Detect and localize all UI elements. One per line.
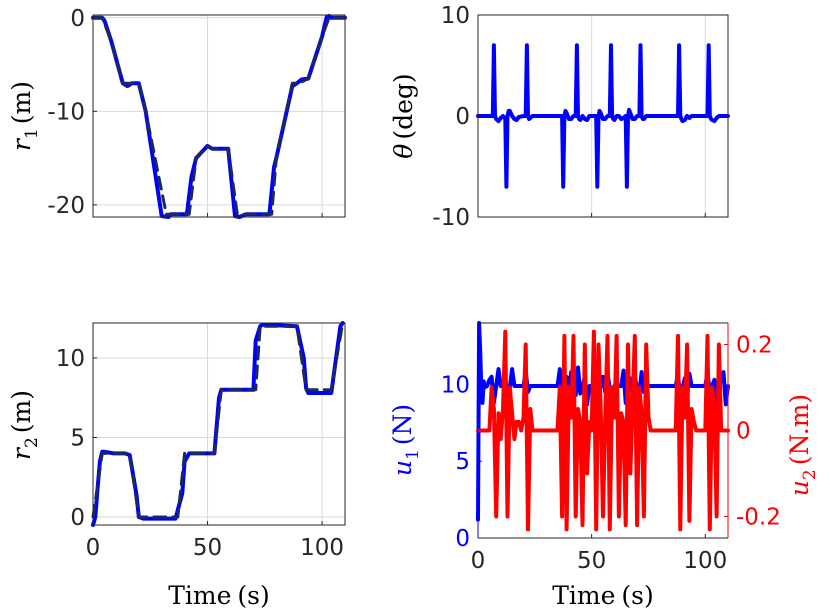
xtick-label: 50	[577, 548, 606, 574]
xlabel-r2: Time (s)	[168, 581, 270, 610]
ytick-label: 0	[70, 6, 85, 32]
lines-u	[476, 321, 730, 532]
panel-theta: 10 0 -10 θ(deg)	[389, 3, 730, 231]
plot-area-r2	[93, 323, 345, 525]
ylabel-u1: u1(N)	[388, 404, 423, 476]
ytick-label: 10	[56, 346, 85, 372]
axes-box-r1	[92, 14, 346, 218]
lines-theta	[476, 43, 730, 189]
ytick-right-label: -0.2	[736, 505, 781, 531]
ytick-label: 0	[455, 104, 470, 130]
series-r1-reference	[91, 16, 347, 216]
ytick-label: 5	[70, 426, 85, 452]
ytick-label: 0	[455, 526, 470, 552]
lines-r1	[91, 13, 347, 219]
ytick-label: 0	[70, 505, 85, 531]
series-u2	[476, 329, 730, 532]
ylabel-r1: r1(m)	[7, 81, 42, 151]
axes-box-r2	[92, 322, 346, 526]
ytick-label: 10	[441, 372, 470, 398]
ytick-label: 5	[455, 449, 470, 475]
xlabel-u: Time (s)	[552, 581, 654, 610]
xtick-label: 0	[471, 548, 486, 574]
ticks-r1: 0 -10 -20	[47, 6, 323, 219]
xtick-label: 0	[86, 535, 101, 561]
ytick-right-label: 0.2	[736, 333, 773, 359]
lines-r2	[91, 321, 345, 527]
ticks-theta: 10 0 -10	[432, 3, 706, 231]
axes-box-theta	[477, 14, 729, 218]
xtick-label: 100	[683, 548, 727, 574]
ylabel-theta: θ(deg)	[389, 73, 418, 158]
plot-area-r1	[93, 15, 345, 217]
series-theta	[476, 43, 730, 189]
ytick-label: -10	[432, 205, 470, 231]
panel-r1: 0 -10 -20 r1(m)	[7, 6, 347, 219]
ylabel-r2: r2(m)	[7, 390, 42, 460]
series-r2-reference	[91, 321, 345, 519]
ytick-label: -10	[47, 99, 85, 125]
ytick-label: 10	[441, 3, 470, 29]
xtick-label: 50	[193, 535, 222, 561]
ytick-label: -20	[47, 193, 85, 219]
ytick-right-label: 0	[736, 419, 751, 445]
ylabel-u2: u2(N.m)	[785, 394, 820, 496]
xtick-label: 100	[300, 535, 344, 561]
